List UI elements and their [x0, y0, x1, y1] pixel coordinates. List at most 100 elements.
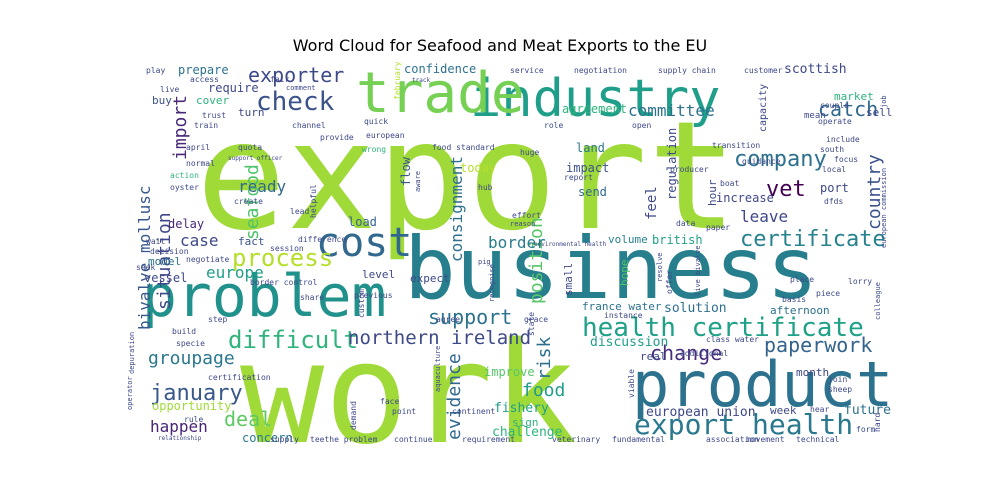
word-support: support [428, 305, 512, 329]
word-operate: operate [818, 117, 852, 126]
word-offer: offer [665, 270, 674, 294]
word-oyster: oyster [170, 183, 199, 192]
word-action: action [170, 171, 199, 180]
word-leave: leave [740, 207, 788, 226]
word-data: data [676, 219, 695, 228]
word-producer: producer [670, 165, 709, 174]
word-check: check [256, 87, 335, 117]
word-industry: industry [470, 69, 720, 129]
word-work: work [240, 313, 577, 476]
word-hour: hour [706, 179, 719, 206]
word-role: role [544, 121, 563, 130]
word-export-health: export health [634, 408, 853, 441]
word-fishery: fishery [494, 401, 549, 416]
word-demand: demand [349, 401, 358, 430]
word-form: form [856, 425, 875, 434]
word-trade: trade [356, 61, 525, 126]
word-difference: difference [298, 235, 346, 244]
word-hub: hub [478, 183, 493, 192]
word-transition: transition [712, 141, 760, 150]
word-environmental-health: environmental health [534, 241, 607, 248]
word-exporter: exporter [248, 63, 344, 87]
word-flow: flow [399, 156, 413, 186]
word-build: build [172, 327, 196, 336]
word-viable: viable [627, 369, 636, 398]
word-country: country [864, 154, 885, 230]
word-feel: feel [644, 186, 660, 220]
word-reason: reason [510, 220, 535, 228]
word-challenge: challenge [492, 425, 563, 440]
word-train: train [194, 121, 218, 130]
word-track: track [412, 77, 430, 84]
word-access: access [190, 75, 219, 84]
word-volume: volume [608, 233, 648, 246]
word-discussion: discussion [590, 335, 668, 350]
word-fact: fact [238, 235, 265, 248]
word-hear: hear [810, 405, 829, 414]
word-turn: turn [238, 106, 265, 119]
word-capacity: capacity [758, 84, 769, 132]
word-load: load [348, 215, 377, 229]
word-agreement: agreement [562, 102, 627, 116]
word-concern: concern [242, 431, 293, 445]
word-service: service [510, 66, 544, 75]
word-business: business [404, 219, 818, 319]
word-pig: pig [478, 258, 491, 266]
word-custom: custom [357, 289, 366, 318]
word-certification: certification [208, 373, 271, 382]
word-job: job [880, 95, 888, 108]
word-relationship: relationship [158, 435, 202, 442]
word-depuration: depuration [128, 332, 136, 374]
word-continent: continent [452, 407, 496, 416]
word-europe: europe [206, 263, 264, 282]
word-solution: solution [664, 301, 727, 316]
word-difficult: difficult [228, 326, 358, 354]
word-mean: mean [804, 111, 826, 121]
word-basis: basis [782, 295, 806, 304]
word-require: require [208, 81, 259, 95]
word-position: position [526, 217, 547, 304]
word-dfds: dfds [824, 197, 843, 206]
word-boat: boat [720, 179, 739, 188]
word-process: process [232, 244, 333, 272]
word-consignment: consignment [447, 156, 466, 262]
word-certificate: certificate [740, 227, 886, 252]
word-bivalve-mollusc: bivalve mollusc [135, 186, 154, 331]
word-port: port [820, 181, 849, 195]
word-case: case [180, 231, 219, 250]
word-seek: seek [136, 263, 155, 272]
word-helpful: helpful [309, 184, 318, 218]
word-delay: delay [168, 217, 204, 231]
word-northern-ireland: northern ireland [348, 327, 531, 349]
word-live: live [160, 85, 179, 94]
word-sign: sign [512, 416, 539, 429]
word-situation: situation [154, 212, 175, 310]
word-additional: additional [680, 349, 728, 358]
word-risk: risk [534, 336, 555, 380]
word-cost: cost [316, 220, 412, 266]
word-send: send [578, 185, 607, 199]
word-veterinary: veterinary [552, 435, 600, 444]
word-food-standard: food standard [432, 143, 495, 152]
word-opportunity: opportunity [152, 399, 231, 413]
word-guidance: guidance [742, 157, 781, 166]
word-trust: trust [202, 111, 226, 120]
word-continue: continue [394, 435, 433, 444]
word-product: product [632, 348, 893, 421]
word-place: place [790, 275, 814, 284]
word-huge: huge [520, 148, 539, 157]
word-channel: channel [292, 121, 326, 130]
word-border-control: border control [250, 278, 318, 287]
word-prepare: prepare [178, 63, 229, 77]
word-couple: couple [820, 101, 849, 110]
word-groupage: groupage [148, 348, 235, 369]
word-movement: movement [746, 435, 785, 444]
word-instance: instance [604, 311, 643, 320]
word-february: february [393, 61, 402, 100]
word-teethe-problem: teethe problem [310, 435, 378, 444]
word-recognise: recognise [488, 264, 496, 302]
word-open: open [632, 121, 651, 130]
word-april: april [186, 143, 210, 152]
word-negotiate: negotiate [186, 255, 230, 264]
